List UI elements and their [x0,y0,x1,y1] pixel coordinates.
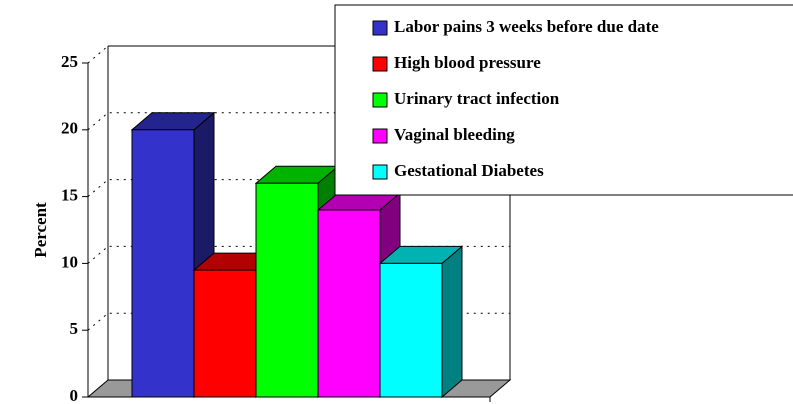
y-tick-label: 20 [61,119,78,138]
legend-label: Labor pains 3 weeks before due date [394,17,659,36]
bar [131,129,195,398]
legend-swatch [372,128,388,144]
bar [317,209,381,398]
bar [379,262,443,398]
bar [255,182,319,398]
bar [193,269,257,398]
y-tick-label: 0 [70,386,79,404]
legend [334,4,793,196]
legend-swatch [372,164,388,180]
legend-label: Urinary tract infection [394,89,560,108]
bar-side [441,245,463,399]
legend-swatch [372,56,388,72]
legend-label: Gestational Diabetes [394,161,544,180]
y-tick-label: 25 [61,52,78,71]
y-tick-label: 15 [61,186,78,205]
y-axis-label: Percent [31,202,50,258]
legend-swatch [372,20,388,36]
y-tick-label: 5 [70,319,79,338]
legend-swatch [372,92,388,108]
y-tick-label: 10 [61,252,78,271]
legend-label: High blood pressure [394,53,541,72]
legend-label: Vaginal bleeding [394,125,515,144]
